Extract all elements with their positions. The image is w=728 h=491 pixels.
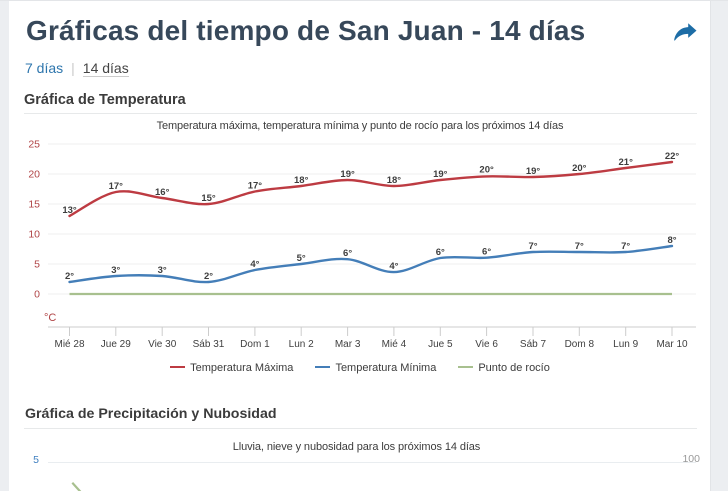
svg-text:Mar 10: Mar 10 [656, 339, 688, 350]
svg-text:7°: 7° [575, 241, 584, 252]
svg-text:5: 5 [33, 454, 39, 466]
svg-text:4°: 4° [389, 261, 398, 272]
svg-text:20°: 20° [479, 165, 494, 176]
svg-text:7°: 7° [528, 241, 537, 252]
svg-text:Jue 5: Jue 5 [428, 339, 453, 350]
svg-text:Vie 30: Vie 30 [148, 339, 177, 350]
svg-text:20°: 20° [572, 163, 587, 174]
svg-text:7°: 7° [621, 241, 630, 252]
svg-text:5: 5 [34, 259, 40, 271]
svg-text:16°: 16° [155, 187, 170, 198]
svg-text:Sáb 31: Sáb 31 [193, 339, 225, 350]
svg-text:Dom 1: Dom 1 [240, 339, 270, 350]
svg-text:3°: 3° [111, 265, 120, 276]
svg-text:17°: 17° [109, 181, 124, 192]
svg-text:Mar 3: Mar 3 [335, 339, 361, 350]
svg-text:Dom 8: Dom 8 [565, 339, 595, 350]
svg-text:25: 25 [28, 139, 40, 151]
svg-text:°C: °C [44, 312, 56, 324]
svg-text:19°: 19° [340, 169, 355, 180]
svg-text:Sáb 7: Sáb 7 [520, 339, 547, 350]
svg-text:22°: 22° [665, 151, 680, 162]
svg-text:6°: 6° [343, 248, 352, 259]
svg-text:17°: 17° [248, 181, 263, 192]
svg-text:13°: 13° [62, 205, 77, 216]
svg-text:2°: 2° [204, 271, 213, 282]
svg-text:100: 100 [682, 453, 700, 465]
svg-text:Mié 28: Mié 28 [54, 339, 84, 350]
svg-text:6°: 6° [482, 247, 491, 258]
svg-text:Vie 6: Vie 6 [475, 339, 498, 350]
svg-text:10: 10 [28, 229, 40, 241]
svg-text:4°: 4° [250, 259, 259, 270]
svg-text:8°: 8° [667, 235, 676, 246]
svg-text:Lun 2: Lun 2 [289, 339, 314, 350]
svg-text:Mié 4: Mié 4 [382, 339, 407, 350]
svg-text:2°: 2° [65, 271, 74, 282]
svg-text:18°: 18° [294, 175, 309, 186]
svg-text:19°: 19° [433, 169, 448, 180]
svg-text:Lun 9: Lun 9 [613, 339, 638, 350]
svg-text:15°: 15° [201, 193, 216, 204]
svg-text:19°: 19° [526, 166, 541, 177]
svg-text:6°: 6° [436, 247, 445, 258]
svg-text:0: 0 [34, 289, 40, 301]
svg-text:3°: 3° [158, 265, 167, 276]
svg-text:20: 20 [28, 169, 40, 181]
svg-text:Jue 29: Jue 29 [101, 339, 131, 350]
svg-text:15: 15 [28, 199, 40, 211]
svg-text:21°: 21° [619, 157, 634, 168]
svg-text:5°: 5° [297, 253, 306, 264]
svg-text:18°: 18° [387, 175, 402, 186]
